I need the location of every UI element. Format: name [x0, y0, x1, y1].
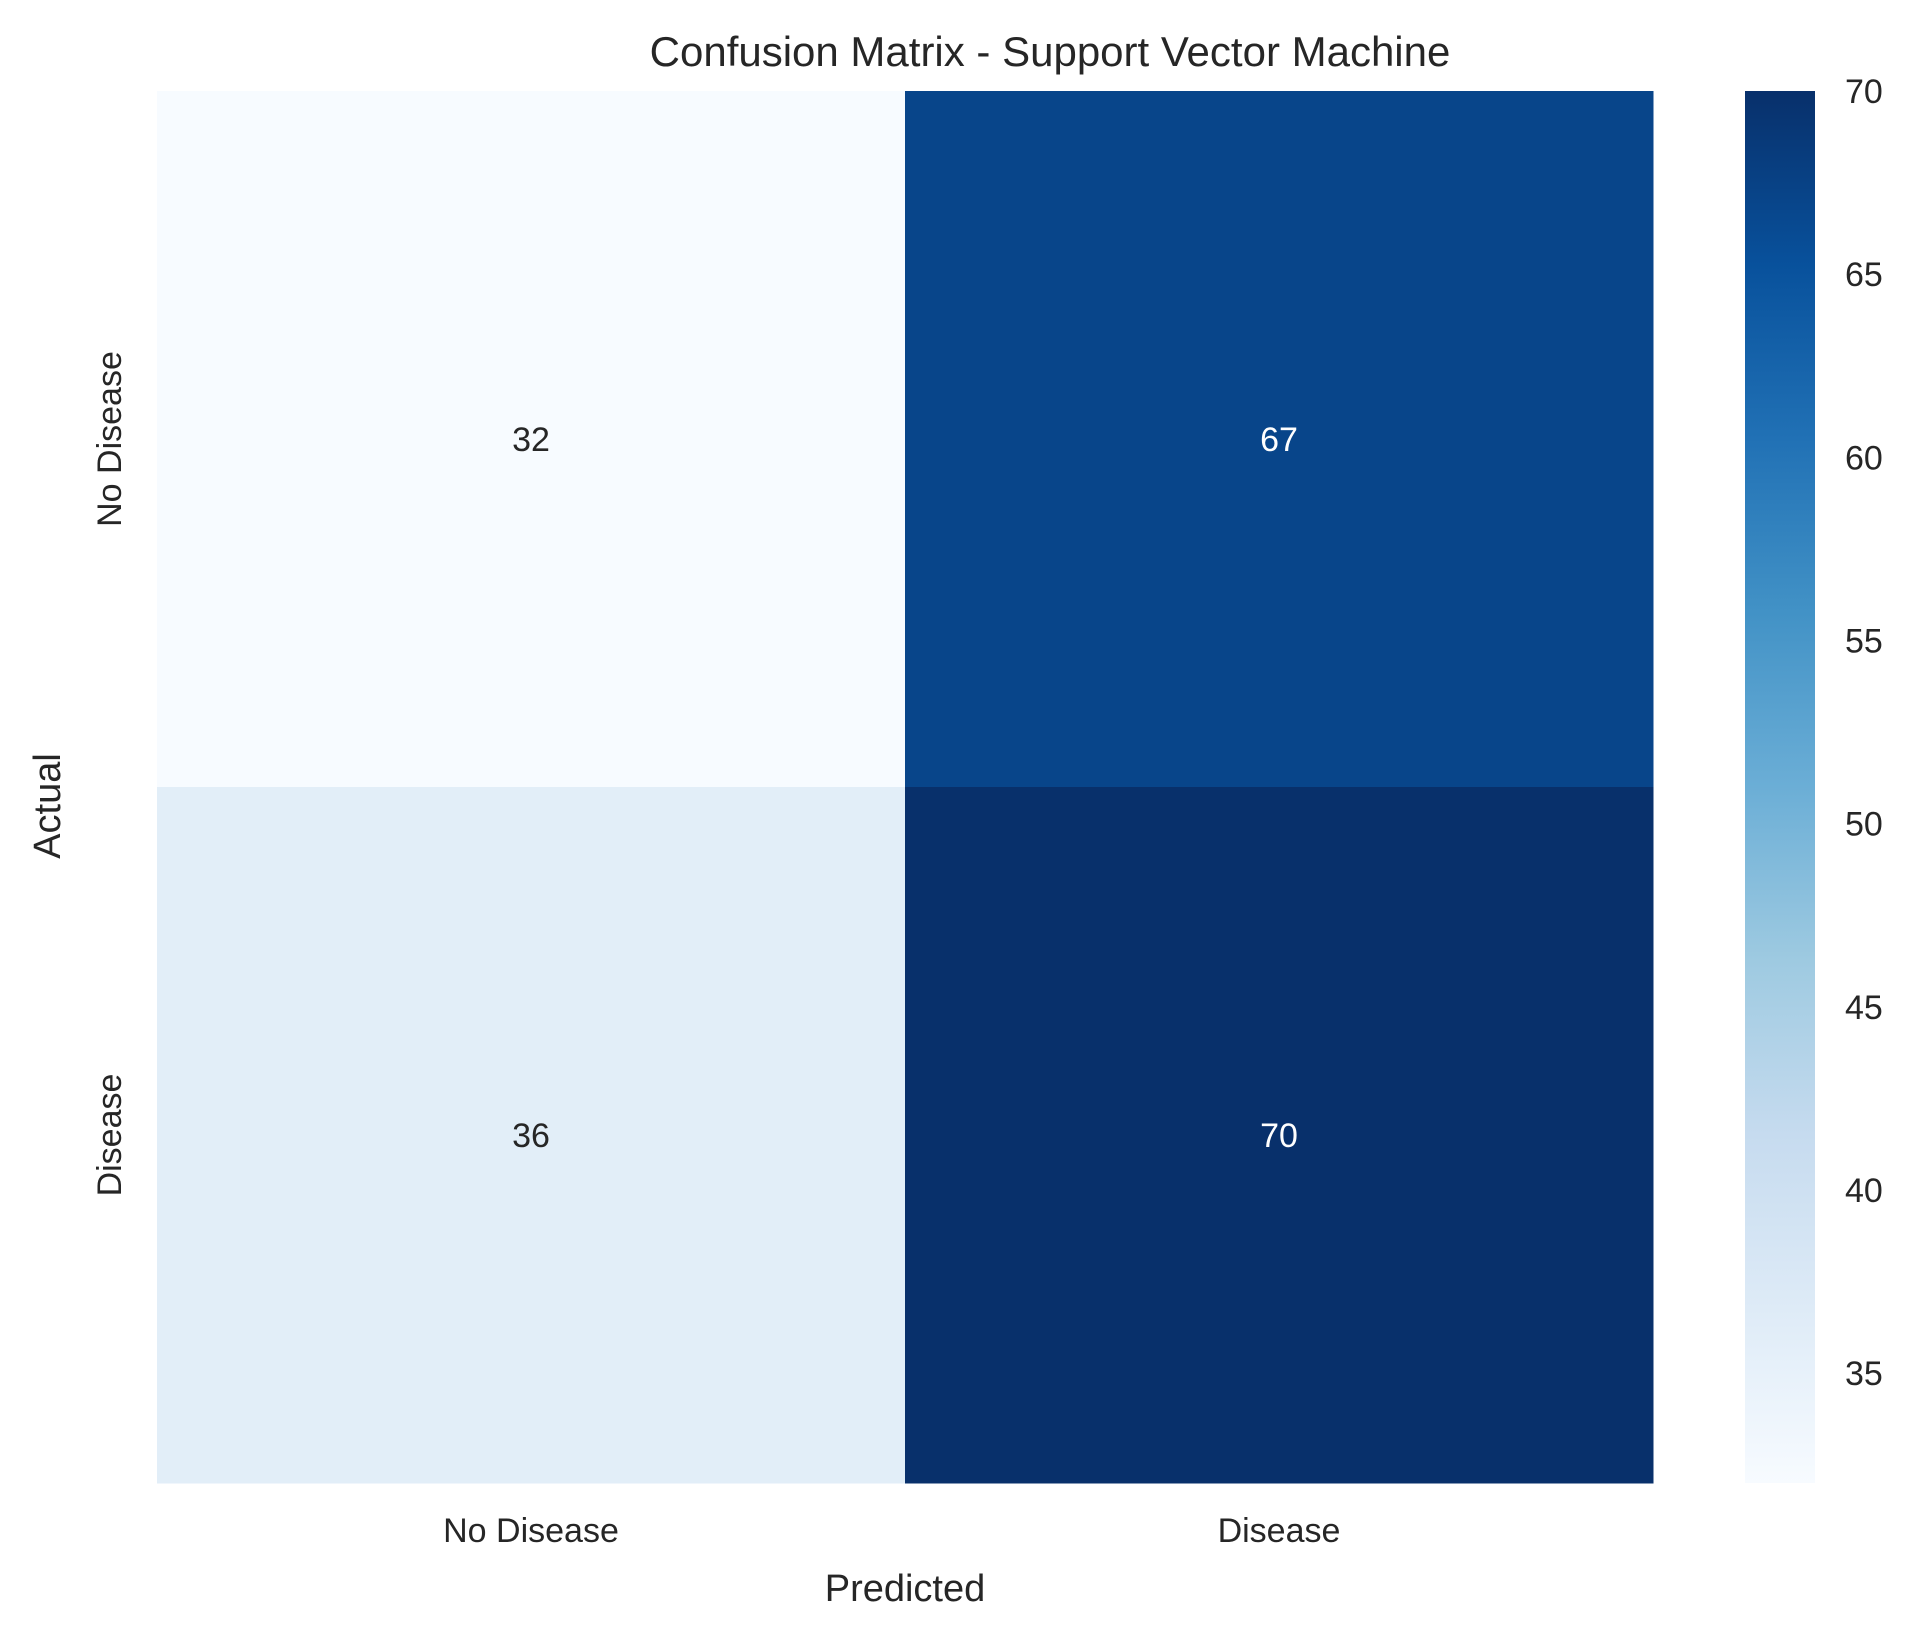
colorbar-tick-labels: 35 40 45 50 55 60 65 70: [1845, 73, 1883, 1393]
colorbar-tick-label: 60: [1845, 439, 1883, 477]
heatmap-cell-labels: 32 67 36 70: [512, 421, 1298, 1155]
colorbar-tick-label: 65: [1845, 256, 1883, 294]
x-tick-label: Disease: [1218, 1512, 1341, 1550]
y-tick-label: No Disease: [91, 351, 129, 527]
colorbar-tick-label: 55: [1845, 622, 1883, 660]
heatmap-cell: [157, 787, 906, 1484]
heatmap-cell-value: 32: [512, 421, 550, 459]
y-tick-labels: No Disease Disease: [91, 351, 129, 1196]
heatmap-cell: [905, 787, 1654, 1484]
heatmap-cells: [157, 91, 1654, 1484]
colorbar-tick-label: 40: [1845, 1172, 1883, 1210]
heatmap-cell-value: 67: [1260, 421, 1298, 459]
x-tick-labels: No Disease Disease: [443, 1512, 1340, 1550]
heatmap-cell: [905, 91, 1654, 788]
colorbar: [1745, 91, 1815, 1483]
heatmap-cell: [157, 91, 906, 788]
heatmap-cell-value: 70: [1260, 1117, 1298, 1155]
x-tick-label: No Disease: [443, 1512, 619, 1550]
colorbar-tick-label: 50: [1845, 806, 1883, 844]
colorbar-tick-label: 35: [1845, 1355, 1883, 1393]
x-axis-label: Predicted: [825, 1568, 986, 1610]
colorbar-tick-label: 45: [1845, 989, 1883, 1027]
colorbar-tick-label: 70: [1845, 73, 1883, 111]
y-tick-label: Disease: [91, 1074, 129, 1197]
heatmap-cell-value: 36: [512, 1117, 550, 1155]
y-axis-label: Actual: [27, 753, 69, 859]
chart-title: Confusion Matrix - Support Vector Machin…: [650, 28, 1451, 75]
